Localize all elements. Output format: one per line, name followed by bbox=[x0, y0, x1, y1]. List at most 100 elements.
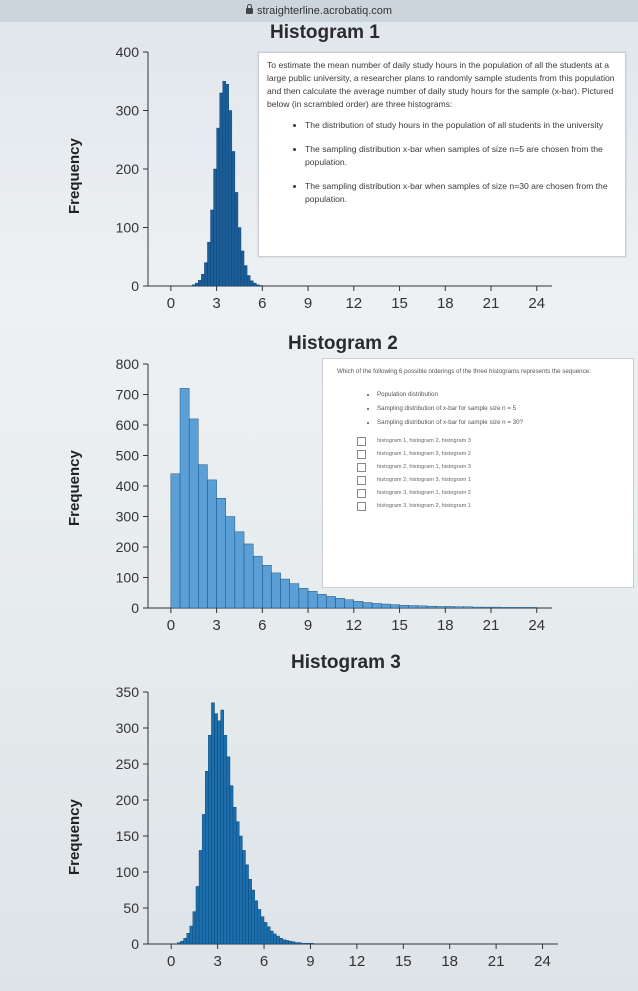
option-checkbox[interactable] bbox=[357, 450, 366, 459]
answer-option[interactable]: histogram 3, histogram 2, histogram 1 bbox=[357, 500, 625, 513]
histogram-bar bbox=[216, 127, 220, 287]
y-tick-label: 700 bbox=[116, 387, 140, 403]
histogram-bar bbox=[307, 943, 311, 945]
histogram-bar bbox=[226, 756, 231, 945]
histogram-bar bbox=[291, 941, 296, 945]
histogram-bar bbox=[207, 241, 211, 287]
histogram-bar bbox=[289, 583, 300, 609]
histogram-bar bbox=[205, 771, 209, 945]
histogram-bar bbox=[271, 572, 281, 609]
histogram-bar bbox=[527, 607, 537, 609]
histogram-bar bbox=[288, 940, 293, 945]
histogram-bar bbox=[211, 702, 215, 945]
x-tick-label: 18 bbox=[437, 295, 454, 312]
histogram-bar bbox=[214, 713, 218, 945]
y-tick-label: 0 bbox=[131, 936, 139, 952]
x-tick-label: 21 bbox=[488, 953, 505, 970]
y-tick-label: 600 bbox=[116, 417, 140, 433]
x-tick-label: 9 bbox=[306, 953, 314, 970]
histogram-bar bbox=[417, 605, 428, 609]
histogram-bar bbox=[198, 464, 208, 609]
option-checkbox[interactable] bbox=[357, 437, 366, 446]
histogram-bar bbox=[399, 605, 409, 609]
histogram-bar bbox=[248, 879, 252, 945]
histogram-bar bbox=[240, 250, 245, 287]
histogram-bar bbox=[243, 543, 254, 609]
histogram-bar bbox=[518, 607, 528, 609]
histogram-bar bbox=[326, 596, 336, 609]
x-tick-label: 12 bbox=[345, 617, 362, 634]
histogram-bar bbox=[307, 591, 318, 609]
x-tick-label: 6 bbox=[260, 953, 268, 970]
x-tick-label: 3 bbox=[212, 617, 220, 634]
histogram-bar bbox=[189, 925, 194, 945]
option-label: histogram 1, histogram 3, histogram 2 bbox=[377, 451, 471, 457]
intro-bullet-list: The distribution of study hours in the p… bbox=[267, 119, 617, 206]
x-tick-label: 12 bbox=[349, 953, 366, 970]
histogram-bar bbox=[335, 598, 345, 609]
answer-option[interactable]: histogram 3, histogram 1, histogram 2 bbox=[357, 487, 625, 500]
option-checkbox[interactable] bbox=[357, 463, 366, 472]
histogram-bar bbox=[198, 850, 203, 945]
intro-bullet: The distribution of study hours in the p… bbox=[305, 119, 617, 132]
option-checkbox[interactable] bbox=[357, 502, 366, 511]
histogram-bar bbox=[243, 265, 248, 287]
sequence-bullet-list: Population distribution Sampling distrib… bbox=[331, 390, 625, 427]
histogram-bar bbox=[266, 926, 271, 945]
histogram-bar bbox=[188, 418, 199, 609]
histogram-bar bbox=[426, 605, 437, 609]
histogram-bar bbox=[195, 886, 200, 945]
histogram-bar bbox=[499, 607, 510, 609]
option-checkbox[interactable] bbox=[357, 476, 366, 485]
histogram-bar bbox=[300, 943, 305, 945]
intro-bullet: The sampling distribution x-bar when sam… bbox=[305, 143, 617, 169]
histogram-bar bbox=[201, 274, 205, 287]
x-tick-label: 0 bbox=[167, 617, 175, 634]
histogram-bar bbox=[279, 938, 283, 945]
y-tick-label: 0 bbox=[131, 600, 139, 616]
y-tick-label: 300 bbox=[116, 509, 140, 525]
answer-option[interactable]: histogram 2, histogram 3, histogram 1 bbox=[357, 474, 625, 487]
option-label: histogram 1, histogram 2, histogram 3 bbox=[377, 438, 471, 444]
intro-bullet: The sampling distribution x-bar when sam… bbox=[305, 180, 617, 206]
histogram-bar bbox=[256, 284, 260, 287]
histogram-bar bbox=[210, 209, 214, 287]
histogram-bar bbox=[257, 909, 262, 945]
sequence-bullet: Sampling distribution of x-bar for sampl… bbox=[377, 404, 625, 413]
histogram-bar bbox=[237, 227, 242, 287]
x-tick-label: 3 bbox=[212, 295, 220, 312]
histogram-bar bbox=[239, 835, 243, 945]
histogram-3-title: Histogram 3 bbox=[291, 652, 401, 673]
x-tick-label: 24 bbox=[528, 295, 545, 312]
x-tick-label: 6 bbox=[258, 617, 266, 634]
answer-option[interactable]: histogram 1, histogram 2, histogram 3 bbox=[357, 435, 625, 448]
histogram-bar bbox=[180, 940, 184, 945]
histogram-bar bbox=[222, 81, 226, 287]
histogram-bar bbox=[219, 92, 223, 287]
x-tick-label: 15 bbox=[395, 953, 412, 970]
y-tick-label: 200 bbox=[116, 539, 140, 555]
histogram-bar bbox=[445, 606, 455, 609]
answer-option[interactable]: histogram 1, histogram 3, histogram 2 bbox=[357, 448, 625, 461]
x-tick-label: 0 bbox=[167, 295, 175, 312]
histogram-bar bbox=[216, 498, 226, 609]
histogram-1-title: Histogram 1 bbox=[270, 22, 380, 43]
histogram-bar bbox=[481, 606, 492, 609]
histogram-bar bbox=[304, 943, 308, 945]
histogram-bar bbox=[207, 479, 217, 609]
histogram-bar bbox=[259, 285, 263, 287]
histogram-bar bbox=[179, 388, 190, 609]
y-tick-label: 250 bbox=[116, 756, 140, 772]
y-tick-label: 400 bbox=[116, 44, 140, 60]
answer-option[interactable]: histogram 2, histogram 1, histogram 3 bbox=[357, 461, 625, 474]
histogram-3-ylabel: Frequency bbox=[66, 799, 83, 875]
x-tick-label: 15 bbox=[391, 295, 408, 312]
histogram-bar bbox=[225, 516, 236, 609]
address-url: straighterline.acrobatiq.com bbox=[0, 4, 638, 17]
browser-address-bar[interactable]: straighterline.acrobatiq.com bbox=[0, 0, 638, 22]
option-checkbox[interactable] bbox=[357, 489, 366, 498]
histogram-bar bbox=[249, 280, 254, 287]
histogram-bar bbox=[186, 933, 190, 945]
histogram-bar bbox=[297, 942, 302, 945]
